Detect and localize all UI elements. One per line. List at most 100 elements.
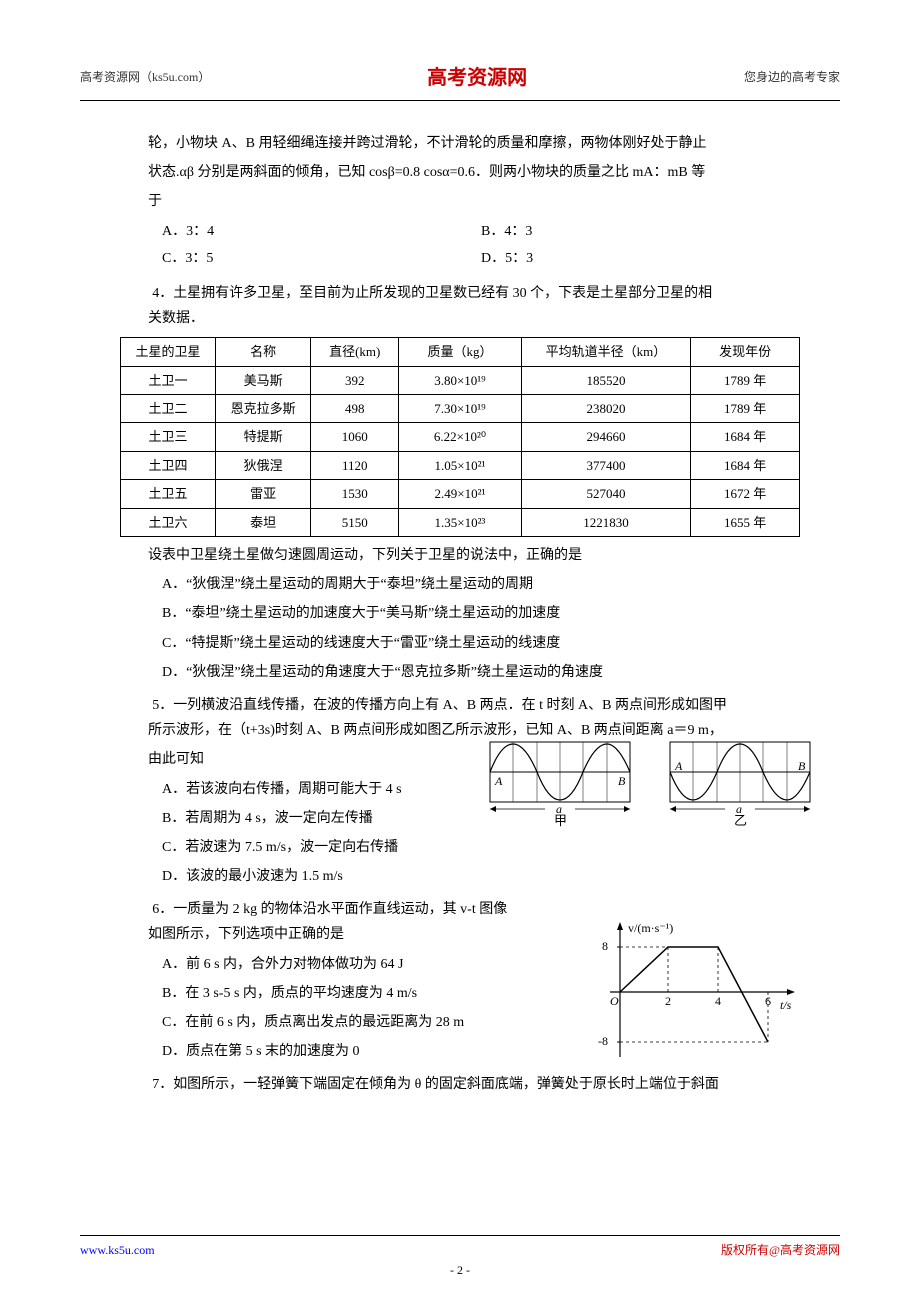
table-cell: 1684 年 xyxy=(691,451,800,479)
table-cell: 土卫四 xyxy=(121,451,216,479)
table-cell: 1120 xyxy=(311,451,399,479)
q4-option-c: C．“特提斯”绕土星运动的线速度大于“雷亚”绕土星运动的线速度 xyxy=(162,631,800,656)
col-diameter: 直径(km) xyxy=(311,338,399,366)
table-cell: 1789 年 xyxy=(691,395,800,423)
table-cell: 1.35×10²³ xyxy=(399,508,521,536)
table-cell: 1789 年 xyxy=(691,366,800,394)
table-cell: 狄俄涅 xyxy=(216,451,311,479)
page-footer: www.ks5u.com 版权所有@高考资源网 xyxy=(80,1235,840,1262)
q4-post: 设表中卫星绕土星做匀速圆周运动，下列关于卫星的说法中，正确的是 xyxy=(120,543,800,568)
wave-diagram-left: A B a 甲 xyxy=(480,737,640,836)
table-row: 土卫一美马斯3923.80×10¹⁹1855201789 年 xyxy=(121,366,800,394)
q6-option-a: A．前 6 s 内，合外力对物体做功为 64 J xyxy=(162,952,640,977)
table-cell: 1221830 xyxy=(521,508,691,536)
q6-option-c: C．在前 6 s 内，质点离出发点的最远距离为 28 m xyxy=(162,1010,640,1035)
ytick-neg8: -8 xyxy=(598,1034,608,1048)
table-cell: 6.22×10²⁰ xyxy=(399,423,521,451)
header-right-text: 您身边的高考专家 xyxy=(744,67,840,89)
q5-number: 5． xyxy=(152,698,173,713)
table-cell: 土卫六 xyxy=(121,508,216,536)
table-cell: 泰坦 xyxy=(216,508,311,536)
table-cell: 土卫三 xyxy=(121,423,216,451)
q4-options: A．“狄俄涅”绕土星运动的周期大于“泰坦”绕土星运动的周期 B．“泰坦”绕土星运… xyxy=(120,572,800,685)
table-row: 土卫六泰坦51501.35×10²³12218301655 年 xyxy=(121,508,800,536)
table-cell: 294660 xyxy=(521,423,691,451)
table-cell: 392 xyxy=(311,366,399,394)
table-cell: 7.30×10¹⁹ xyxy=(399,395,521,423)
footer-copyright: 版权所有@高考资源网 xyxy=(721,1240,840,1262)
q4-intro2: 关数据． xyxy=(120,306,800,331)
q6-option-d: D．质点在第 5 s 末的加速度为 0 xyxy=(162,1039,640,1064)
q4-option-b: B．“泰坦”绕土星运动的加速度大于“美马斯”绕土星运动的加速度 xyxy=(162,601,800,626)
table-row: 土卫三特提斯10606.22×10²⁰2946601684 年 xyxy=(121,423,800,451)
q5-option-b: B．若周期为 4 s，波一定向左传播 xyxy=(162,806,500,831)
q6-options: A．前 6 s 内，合外力对物体做功为 64 J B．在 3 s-5 s 内，质… xyxy=(120,952,640,1065)
q7-number: 7． xyxy=(152,1077,173,1092)
table-cell: 1.05×10²¹ xyxy=(399,451,521,479)
satellite-table: 土星的卫星 名称 直径(km) 质量（kg） 平均轨道半径（km） 发现年份 土… xyxy=(120,337,800,537)
q5-line1: 5．一列横波沿直线传播，在波的传播方向上有 A、B 两点．在 t 时刻 A、B … xyxy=(152,693,800,718)
table-cell: 特提斯 xyxy=(216,423,311,451)
table-cell: 3.80×10¹⁹ xyxy=(399,366,521,394)
q3-line2: 状态.αβ 分别是两斜面的倾角，已知 cosβ=0.8 cosα=0.6．则两小… xyxy=(120,160,800,185)
q3-option-c: C．3：5 xyxy=(162,246,481,271)
wave-A-label-r: A xyxy=(674,759,683,773)
wave-diagram-right: A B a 乙 xyxy=(660,737,820,836)
table-cell: 1655 年 xyxy=(691,508,800,536)
q3-options: A．3：4 B．4：3 C．3：5 D．5：3 xyxy=(120,219,800,273)
ylabel: v/(m·s⁻¹) xyxy=(628,921,673,935)
col-name: 名称 xyxy=(216,338,311,366)
diagram-label-jia: 甲 xyxy=(554,813,567,827)
q3-option-d: D．5：3 xyxy=(481,246,800,271)
table-cell: 美马斯 xyxy=(216,366,311,394)
q6-number: 6． xyxy=(152,902,173,917)
table-row: 土卫二恩克拉多斯4987.30×10¹⁹2380201789 年 xyxy=(121,395,800,423)
table-cell: 185520 xyxy=(521,366,691,394)
diagram-label-yi: 乙 xyxy=(734,813,747,827)
xlabel: t/s xyxy=(780,998,792,1012)
q3-option-b: B．4：3 xyxy=(481,219,800,244)
table-cell: 527040 xyxy=(521,480,691,508)
main-content: 轮，小物块 A、B 用轻细绳连接并跨过滑轮，不计滑轮的质量和摩擦，两物体刚好处于… xyxy=(80,131,840,1098)
wave-B-label-r: B xyxy=(798,759,806,773)
q5-option-a: A．若该波向右传播，周期可能大于 4 s xyxy=(162,777,500,802)
table-cell: 5150 xyxy=(311,508,399,536)
xtick-2: 2 xyxy=(665,994,671,1008)
q5-block: 5．一列横波沿直线传播，在波的传播方向上有 A、B 两点．在 t 时刻 A、B … xyxy=(120,693,800,889)
footer-url: www.ks5u.com xyxy=(80,1240,155,1262)
header-center-title: 高考资源网 xyxy=(427,60,527,96)
page-number: - 2 - xyxy=(450,1260,470,1282)
wave-diagrams: A B a 甲 xyxy=(480,737,820,836)
q5-line3: 由此可知 xyxy=(120,747,500,772)
table-cell: 238020 xyxy=(521,395,691,423)
q5-option-d: D．该波的最小波速为 1.5 m/s xyxy=(162,864,500,889)
q6-block: 6．一质量为 2 kg 的物体沿水平面作直线运动，其 v-t 图像 如图所示，下… xyxy=(120,897,800,1064)
q3-line3: 于 xyxy=(120,189,800,214)
xtick-4: 4 xyxy=(715,994,721,1008)
wave-B-label: B xyxy=(618,774,626,788)
col-mass: 质量（kg） xyxy=(399,338,521,366)
q6-option-b: B．在 3 s-5 s 内，质点的平均速度为 4 m/s xyxy=(162,981,640,1006)
origin-label: O xyxy=(610,994,619,1008)
q3-line1: 轮，小物块 A、B 用轻细绳连接并跨过滑轮，不计滑轮的质量和摩擦，两物体刚好处于… xyxy=(120,131,800,156)
table-cell: 1060 xyxy=(311,423,399,451)
table-cell: 1672 年 xyxy=(691,480,800,508)
table-cell: 377400 xyxy=(521,451,691,479)
wave-A-label: A xyxy=(494,774,503,788)
q5-options: A．若该波向右传播，周期可能大于 4 s B．若周期为 4 s，波一定向左传播 … xyxy=(120,777,500,890)
table-cell: 2.49×10²¹ xyxy=(399,480,521,508)
q6-line1: 6．一质量为 2 kg 的物体沿水平面作直线运动，其 v-t 图像 xyxy=(152,897,640,922)
header-left-text: 高考资源网（ks5u.com） xyxy=(80,67,210,89)
table-cell: 1530 xyxy=(311,480,399,508)
table-row: 土卫五雷亚15302.49×10²¹5270401672 年 xyxy=(121,480,800,508)
q4-block: 4．土星拥有许多卫星，至目前为止所发现的卫星数已经有 30 个，下表是土星部分卫… xyxy=(120,281,800,685)
q4-number: 4． xyxy=(152,286,173,301)
col-radius: 平均轨道半径（km） xyxy=(521,338,691,366)
table-cell: 土卫一 xyxy=(121,366,216,394)
q5-option-c: C．若波速为 7.5 m/s，波一定向右传播 xyxy=(162,835,500,860)
table-cell: 1684 年 xyxy=(691,423,800,451)
q3-option-a: A．3：4 xyxy=(162,219,481,244)
page-header: 高考资源网（ks5u.com） 高考资源网 您身边的高考专家 xyxy=(80,60,840,101)
table-row: 土卫四狄俄涅11201.05×10²¹3774001684 年 xyxy=(121,451,800,479)
table-cell: 恩克拉多斯 xyxy=(216,395,311,423)
